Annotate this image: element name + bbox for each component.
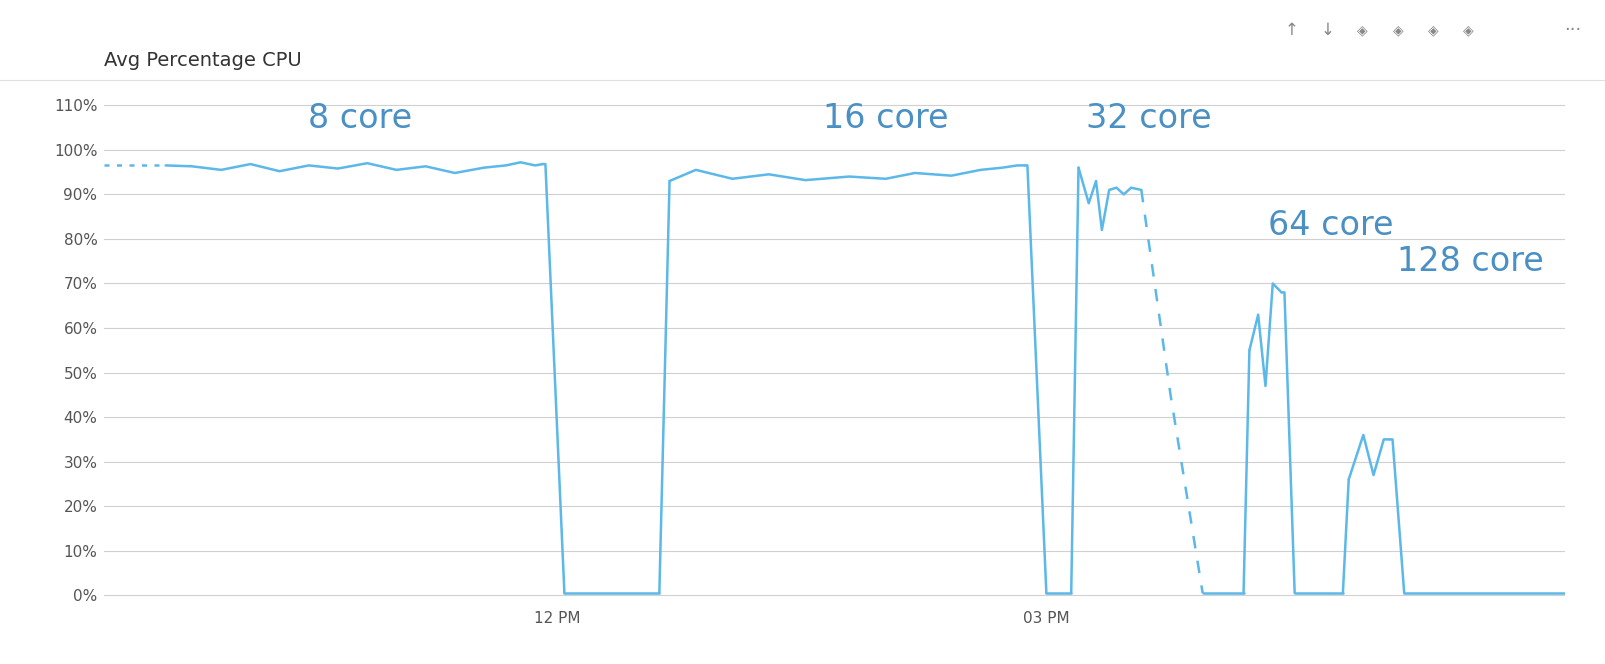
Text: 8 core: 8 core [308,102,412,135]
Text: 64 core: 64 core [1268,209,1393,242]
Text: ↑: ↑ [1286,21,1298,39]
Text: ↓: ↓ [1321,21,1334,39]
Text: ◈: ◈ [1428,23,1438,37]
Text: Avg Percentage CPU: Avg Percentage CPU [104,51,302,70]
Text: 16 core: 16 core [823,102,949,135]
Text: ◈: ◈ [1358,23,1367,37]
Text: 128 core: 128 core [1396,245,1544,278]
Text: ···: ··· [1565,21,1581,39]
Text: 32 core: 32 core [1087,102,1212,135]
Text: ◈: ◈ [1464,23,1473,37]
Text: ◈: ◈ [1393,23,1403,37]
